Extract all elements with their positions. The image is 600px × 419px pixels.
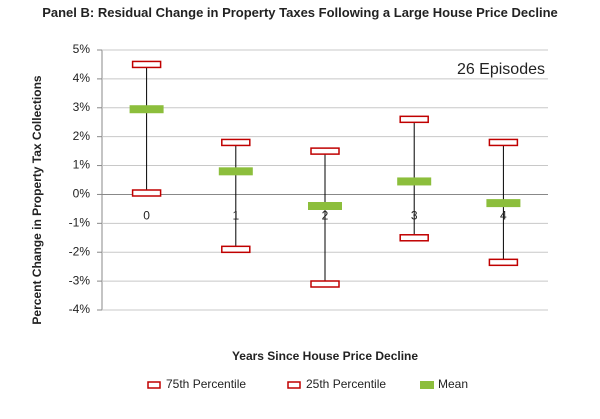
mean-marker — [486, 199, 521, 208]
percentile-marker — [221, 138, 251, 147]
y-tick-label: 3% — [73, 100, 91, 114]
legend-swatch — [147, 381, 161, 389]
legend-swatch — [420, 381, 434, 389]
y-tick-label: 5% — [73, 42, 91, 56]
x-tick-label: 3 — [411, 209, 418, 223]
y-tick-label: -4% — [69, 302, 91, 316]
percentile-marker — [399, 115, 429, 124]
legend-label: 25th Percentile — [306, 377, 386, 391]
x-tick-label: 1 — [232, 209, 239, 223]
y-tick-label: 2% — [73, 129, 91, 143]
y-tick-label: -1% — [69, 216, 91, 230]
mean-marker — [129, 105, 164, 114]
legend-label: 75th Percentile — [166, 377, 246, 391]
y-tick-label: -3% — [69, 273, 91, 287]
mean-marker — [308, 202, 342, 210]
percentile-marker — [310, 147, 340, 155]
percentile-marker — [488, 138, 519, 147]
legend-swatch — [287, 381, 301, 389]
mean-marker — [218, 167, 253, 176]
legend-label: Mean — [438, 377, 468, 391]
y-tick-label: 0% — [73, 187, 91, 201]
y-tick-label: 1% — [73, 158, 91, 172]
percentile-marker — [399, 234, 429, 242]
percentile-marker — [488, 258, 519, 267]
x-tick-label: 0 — [143, 209, 150, 223]
percentile-marker — [221, 245, 251, 254]
x-tick-label: 2 — [322, 209, 329, 223]
annotation: 26 Episodes — [457, 61, 545, 78]
chart-title: Panel B: Residual Change in Property Tax… — [42, 5, 558, 20]
mean-marker — [397, 177, 432, 186]
y-axis-label: Percent Change in Property Tax Collectio… — [30, 75, 44, 324]
percentile-marker — [310, 280, 340, 288]
x-tick-label: 4 — [500, 209, 507, 223]
x-axis-label: Years Since House Price Decline — [232, 349, 418, 363]
percentile-marker — [131, 189, 162, 197]
y-tick-label: -2% — [69, 244, 91, 258]
y-tick-label: 4% — [73, 71, 91, 85]
percentile-marker — [131, 60, 162, 69]
